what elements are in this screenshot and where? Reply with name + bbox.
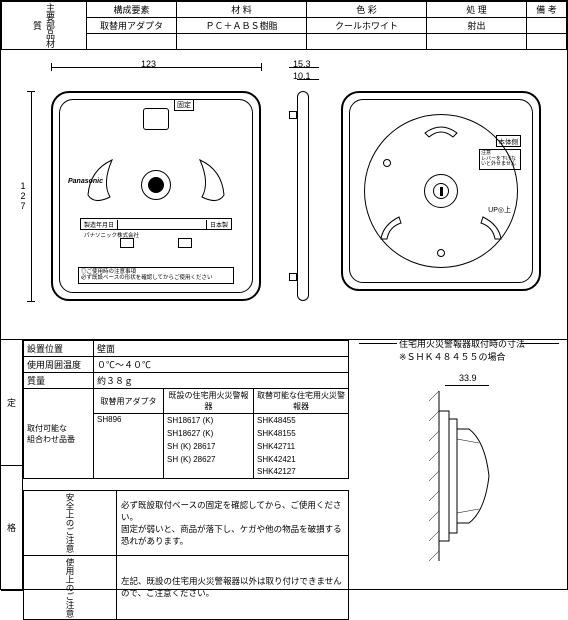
cell-remarks [527, 18, 567, 34]
body-tag: 本体側 [496, 135, 522, 147]
existing-3: SH (K) 28627 [164, 453, 254, 466]
lbl-temp: 使用周囲温度 [24, 357, 94, 373]
left-spine: 定 格 [1, 340, 23, 591]
dim-height-line [31, 91, 32, 301]
lbl-usage: 使用上のご注意 [24, 555, 117, 620]
materials-side-label: 主要部品材質 [2, 2, 87, 50]
brand-label: Panasonic [68, 178, 103, 185]
bottom-clip-right-icon [178, 238, 192, 248]
replace-1: SHK48155 [254, 427, 349, 440]
hdr-process: 処 理 [427, 2, 527, 18]
front-caution-box: ◎ご使用時の注意事項 必ず既設ベースの形状を確認してからご使用ください [78, 267, 234, 284]
existing-0: SH18617 (K) [164, 414, 254, 427]
hdr-adapter: 取替用アダプタ [94, 389, 164, 414]
dim-width-line [51, 67, 261, 68]
materials-row-0: 取替用アダプタ ＰＣ＋ＡＢＳ樹脂 クールホワイト 射出 [2, 18, 567, 34]
side-view [289, 91, 317, 301]
warning-table: 安全上のご注意 必ず既設取付ベースの固定を確認してから、ご使用ください。 固定が… [23, 490, 349, 620]
hdr-component: 構成要素 [87, 2, 177, 18]
hdr-existing: 既設の住宅用火災警報器 [164, 389, 254, 414]
existing-2: SH (K) 28617 [164, 440, 254, 453]
top-slot-icon [421, 119, 461, 139]
back-circle: 本体側 注意 レバーを下げないと外せません [364, 114, 518, 268]
right-slot-icon [477, 213, 507, 243]
replace-3: SHK42421 [254, 453, 349, 466]
caution-text: 必ず既設ベースの形状を確認してからご使用ください [81, 275, 231, 282]
back-inner-frame: 本体側 注意 レバーを下げないと外せません [349, 99, 533, 283]
lbl-combo: 取付可能な 組合わせ品番 [24, 389, 94, 479]
cell-process: 射出 [427, 18, 527, 34]
lbl-mass: 質量 [24, 373, 94, 389]
cell-material: ＰＣ＋ＡＢＳ樹脂 [177, 18, 307, 34]
locking-label: 固定 [174, 99, 194, 111]
back-view: 本体側 注意 レバーを下げないと外せません [341, 91, 541, 291]
materials-row-empty [2, 34, 567, 50]
dim-height: 127 [18, 181, 28, 211]
top-clip-icon: 固定 [143, 108, 169, 130]
hdr-material: 材 料 [177, 2, 307, 18]
front-view: 固定 Panasonic 製造年月日 [51, 91, 261, 301]
bottom-hole-icon [437, 249, 445, 257]
spec-block: 定 格 設置位置 壁面 使用周囲温度 ０℃～４０℃ 質量 約３８ｇ 取付可能な … [1, 339, 567, 591]
txt-usage: 左記、既設の住宅用火災警報器以外は取り付けできませんので、ご注意ください。 [117, 555, 349, 620]
right-claw-icon [194, 155, 230, 210]
front-inner-frame: 固定 Panasonic 製造年月日 [59, 99, 253, 293]
drawings-region: 123 127 15.3 10.1 固定 [21, 61, 561, 321]
lbl-safety: 安全上のご注意 [24, 491, 117, 556]
spec-table: 設置位置 壁面 使用周囲温度 ０℃～４０℃ 質量 約３８ｇ 取付可能な 組合わせ… [23, 340, 349, 479]
date-label: 製造年月日 [81, 220, 118, 229]
txt-safety: 必ず既設取付ベースの固定を確認してから、ご使用ください。 固定が弱いと、商品が落… [117, 491, 349, 556]
center-boss-icon [424, 174, 458, 208]
cell-color: クールホワイト [307, 18, 427, 34]
date-strip: 製造年月日 日本製 [80, 218, 232, 230]
val-mass: 約３８ｇ [94, 373, 349, 389]
left-slot-icon [375, 213, 405, 243]
cell-component: 取替用アダプタ [87, 18, 177, 34]
replace-0: SHK48455 [254, 414, 349, 427]
engineering-drawing-page: 主要部品材質 構成要素 材 料 色 彩 処 理 備 考 取替用アダプタ ＰＣ＋Ａ… [0, 0, 568, 590]
spine-0: 定 [1, 340, 22, 466]
hdr-remarks: 備 考 [527, 2, 567, 18]
val-location: 壁面 [94, 341, 349, 357]
replace-4: SHK42127 [254, 466, 349, 479]
hdr-replace: 取替可能な住宅用火災警報器 [254, 389, 349, 414]
up-mark: UP◎上 [488, 205, 511, 215]
val-adapter: SH896 [94, 414, 164, 479]
lbl-location: 設置位置 [24, 341, 94, 357]
center-hole-icon [141, 170, 171, 200]
replace-2: SHK42711 [254, 440, 349, 453]
lever-note: 注意 レバーを下げないと外せません [479, 149, 521, 170]
existing-1: SH18627 (K) [164, 427, 254, 440]
spine-1: 格 [1, 466, 22, 592]
origin-label: 日本製 [206, 220, 231, 229]
materials-header-row: 主要部品材質 構成要素 材 料 色 彩 処 理 備 考 [2, 2, 567, 18]
val-temp: ０℃～４０℃ [94, 357, 349, 373]
bottom-clip-left-icon [120, 238, 134, 248]
materials-table: 主要部品材質 構成要素 材 料 色 彩 処 理 備 考 取替用アダプタ ＰＣ＋Ａ… [1, 1, 567, 50]
hdr-color: 色 彩 [307, 2, 427, 18]
side-body [297, 91, 309, 301]
